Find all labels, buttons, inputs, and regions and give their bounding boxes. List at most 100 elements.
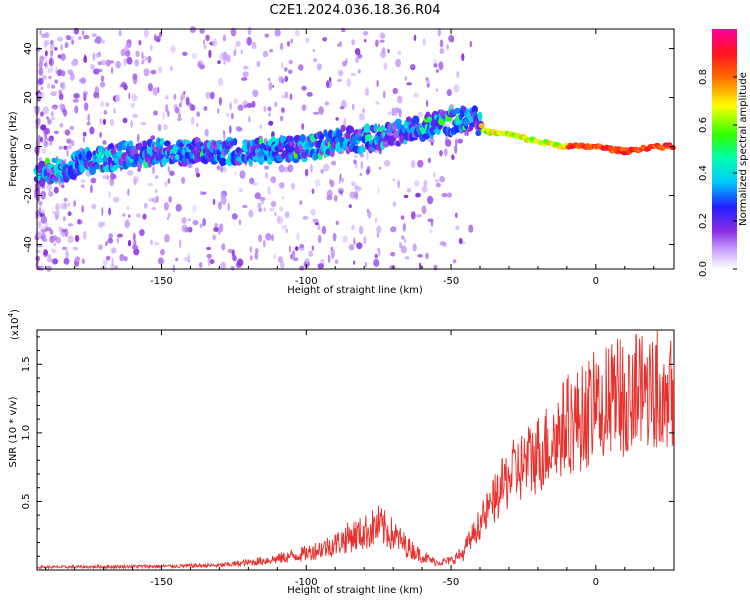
spectrogram-noise-cell	[170, 66, 173, 71]
spectrogram-noise-cell	[209, 91, 215, 100]
spectrogram-noise-cell	[101, 207, 104, 216]
spectrogram-noise-cell	[246, 103, 253, 108]
spectrogram-noise-cell	[366, 165, 371, 174]
spectrogram-noise-cell	[439, 39, 444, 48]
spectrogram-noise-cell	[217, 108, 220, 114]
spectrogram-noise-cell	[37, 197, 40, 202]
spectrogram-noise-cell	[439, 241, 446, 246]
spectrogram-noise-cell	[299, 243, 305, 249]
spectrogram-noise-cell	[270, 176, 277, 184]
spectrogram-noise-cell	[68, 144, 72, 150]
spectrogram-noise-cell	[150, 135, 156, 141]
figure-title: C2E1.2024.036.18.36.R04	[269, 3, 440, 18]
spectrogram-noise-cell	[58, 226, 61, 232]
spectrogram-noise-cell	[141, 51, 144, 60]
spectrogram-noise-cell	[258, 207, 263, 212]
spectrogram-noise-cell	[50, 64, 53, 73]
spectrogram-noise-cell	[54, 79, 58, 84]
spectrogram-noise-cell	[37, 220, 42, 229]
spectrogram-noise-cell	[49, 43, 55, 50]
snr-x-ticks: -150 -100 -50 0	[45, 330, 655, 588]
spectrogram-noise-cell	[41, 147, 47, 155]
spectrogram-noise-cell	[296, 232, 300, 241]
spectrogram-noise-cell	[229, 102, 232, 110]
spectrogram-noise-cell	[243, 104, 247, 109]
spectrogram-noise-cell	[435, 182, 441, 188]
spectrogram-noise-cell	[410, 211, 416, 220]
spectrogram-noise-cell	[46, 182, 52, 192]
spectrogram-y-tick-label: 20	[23, 91, 34, 104]
spectrogram-noise-cell	[80, 179, 86, 183]
spectrogram-noise-cell	[143, 68, 150, 77]
spectrogram-noise-cell	[50, 116, 56, 121]
spectrogram-noise-cell	[320, 258, 325, 265]
spectrogram-noise-cell	[61, 229, 67, 233]
spectrogram-noise-cell	[247, 26, 252, 36]
spectrogram-noise-cell	[308, 250, 313, 257]
spectrogram-noise-cell	[230, 27, 237, 37]
spectrogram-noise-cell	[83, 34, 90, 40]
spectrogram-noise-cell	[469, 40, 473, 48]
spectrogram-noise-cell	[235, 126, 242, 132]
spectrogram-noise-cell	[257, 202, 262, 209]
spectrogram-noise-cell	[305, 37, 310, 43]
spectrogram-noise-cell	[353, 260, 356, 265]
spectrogram-noise-cell	[108, 233, 113, 239]
spectrogram-noise-cell	[191, 52, 198, 59]
spectrogram-noise-cell	[35, 47, 41, 52]
spectrogram-noise-cell	[240, 49, 243, 54]
spectrogram-noise-cell	[357, 69, 361, 74]
spectrogram-noise-cell	[299, 265, 305, 271]
spectrogram-noise-cell	[279, 206, 284, 212]
spectrogram-noise-cell	[113, 108, 116, 114]
snr-y-ticks: 0.5 1.0 1.5	[21, 336, 674, 557]
spectrogram-noise-cell	[43, 249, 48, 256]
spectrogram-y-tick-label: -40	[23, 236, 34, 252]
spectrogram-noise-cell	[132, 232, 136, 242]
spectrogram-noise-cell	[439, 48, 445, 54]
spectrogram-noise-cell	[335, 220, 339, 225]
spectrogram-noise-cell	[71, 60, 77, 67]
spectrogram-noise-cell	[279, 261, 285, 269]
spectrogram-noise-cell	[187, 253, 190, 261]
spectrogram-noise-cell	[187, 218, 191, 222]
spectrogram-noise-cell	[218, 77, 224, 87]
spectrogram-noise-cell	[97, 68, 103, 73]
spectrogram-noise-cell	[65, 249, 69, 259]
spectrogram-noise-cell	[353, 237, 356, 246]
spectrogram-noise-cell	[80, 184, 85, 188]
spectrogram-noise-cell	[301, 85, 307, 91]
spectrogram-ridge-cell	[411, 115, 420, 125]
spectrogram-noise-cell	[190, 117, 195, 125]
spectrogram-noise-cell	[212, 234, 216, 241]
spectrogram-noise-cell	[313, 111, 319, 115]
spectrogram-noise-cell	[434, 178, 440, 183]
spectrogram-noise-cell	[438, 61, 444, 71]
spectrogram-noise-cell	[67, 202, 70, 208]
spectrogram-noise-cell	[287, 164, 294, 173]
spectrogram-noise-cell	[90, 65, 95, 70]
spectrogram-noise-cell	[359, 172, 363, 176]
spectrogram-noise-cell	[311, 245, 315, 251]
spectrogram-noise-cell	[37, 265, 41, 271]
spectrogram-noise-cell	[66, 138, 72, 144]
spectrogram-noise-cell	[249, 246, 253, 253]
spectrogram-ridge-cell	[163, 140, 171, 147]
spectrogram-noise-cell	[376, 247, 380, 253]
spectrogram-noise-cell	[48, 57, 55, 67]
spectrogram-ridge-cell	[388, 139, 395, 146]
spectrogram-noise-cell	[221, 243, 226, 251]
spectrogram-panel: -150 -100 -50 0 -40 -20 0 20 40 Height of strai…	[8, 26, 676, 296]
spectrogram-noise-cell	[105, 59, 111, 67]
spectrogram-noise-cell	[284, 91, 289, 99]
spectrogram-noise-cell	[89, 126, 95, 135]
spectrogram-noise-cell	[147, 83, 153, 92]
spectrogram-noise-cell	[356, 242, 363, 250]
spectrogram-noise-cell	[51, 248, 57, 254]
spectrogram-noise-cell	[86, 121, 91, 126]
spectrogram-ridge-cell	[51, 157, 58, 164]
spectrogram-noise-cell	[390, 226, 397, 233]
spectrogram-ridge-cell	[39, 178, 46, 187]
spectrogram-noise-cell	[406, 188, 411, 193]
spectrogram-noise-cell	[312, 48, 315, 53]
